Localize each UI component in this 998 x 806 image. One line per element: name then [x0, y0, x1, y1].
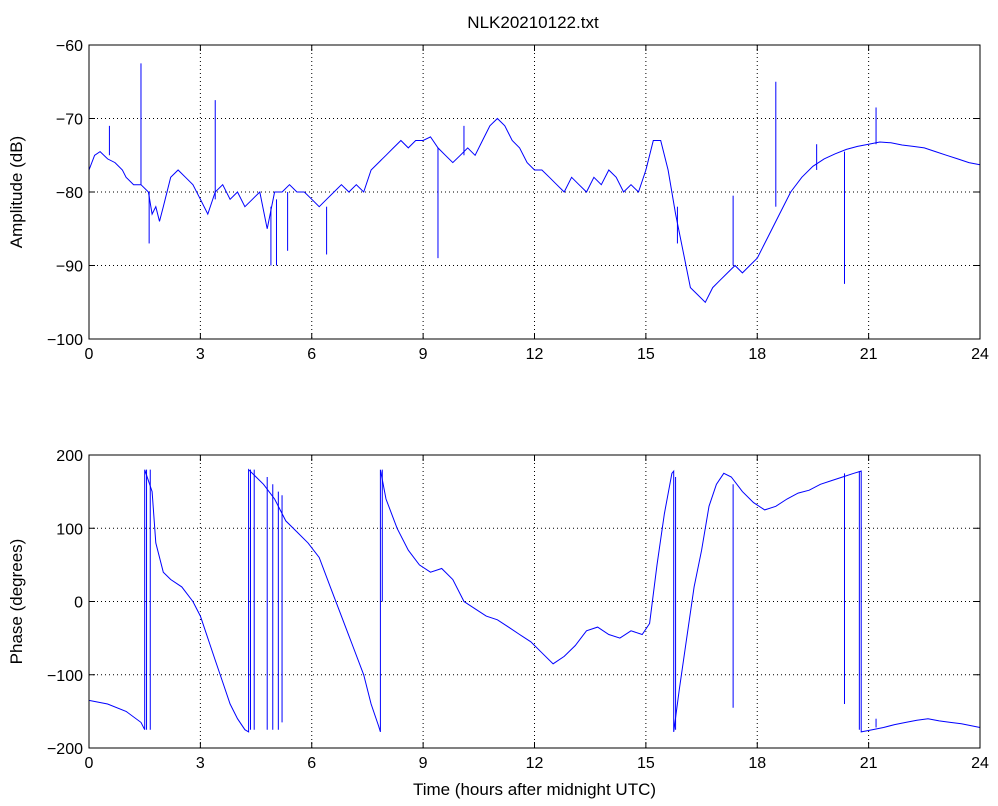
- phase-xtick-label: 0: [85, 755, 94, 772]
- amplitude-xtick-label: 24: [971, 346, 989, 363]
- phase-xtick-label: 24: [971, 755, 989, 772]
- phase-xlabel: Time (hours after midnight UTC): [413, 780, 656, 799]
- amplitude-series-line: [88, 117, 981, 304]
- amplitude-ytick-label: −100: [47, 332, 83, 349]
- amplitude-ytick-label: −60: [56, 38, 83, 55]
- amplitude-xtick-label: 9: [419, 346, 428, 363]
- amplitude-chart: 0 3 6 9 12 15 18 21 24 −100 −90 −80 −70 −60 Amplitude …: [7, 38, 989, 363]
- phase-ytick-label: −100: [47, 668, 83, 685]
- amplitude-xtick-label: 6: [307, 346, 316, 363]
- phase-xtick-label: 9: [419, 755, 428, 772]
- amplitude-xtick-label: 15: [637, 346, 655, 363]
- phase-xtick-label: 21: [860, 755, 878, 772]
- amplitude-xtick-label: 18: [748, 346, 766, 363]
- phase-ytick-label: 200: [56, 448, 83, 465]
- amplitude-xtick-label: 3: [196, 346, 205, 363]
- phase-xtick-label: 3: [196, 755, 205, 772]
- amplitude-ytick-label: −90: [56, 259, 83, 276]
- amplitude-ylabel: Amplitude (dB): [7, 136, 26, 248]
- phase-xtick-label: 18: [748, 755, 766, 772]
- phase-ytick-label: −200: [47, 741, 83, 758]
- amplitude-xtick-label: 12: [526, 346, 544, 363]
- phase-chart: 0 3 6 9 12 15 18 21 24 −200 −100 0 100 200 Phase (degr…: [7, 448, 989, 799]
- phase-ylabel: Phase (degrees): [7, 539, 26, 665]
- phase-xtick-label: 12: [526, 755, 544, 772]
- amplitude-ytick-label: −70: [56, 112, 83, 129]
- phase-xtick-label: 15: [637, 755, 655, 772]
- phase-xtick-label: 6: [307, 755, 316, 772]
- amplitude-xtick-label: 21: [860, 346, 878, 363]
- figure-title: NLK20210122.txt: [467, 13, 599, 32]
- phase-ytick-label: 0: [74, 595, 83, 612]
- phase-series-line: [88, 468, 981, 733]
- phase-axes-box: [88, 454, 981, 749]
- amplitude-xtick-label: 0: [85, 346, 94, 363]
- phase-ytick-label: 100: [56, 521, 83, 538]
- amplitude-ytick-label: −80: [56, 185, 83, 202]
